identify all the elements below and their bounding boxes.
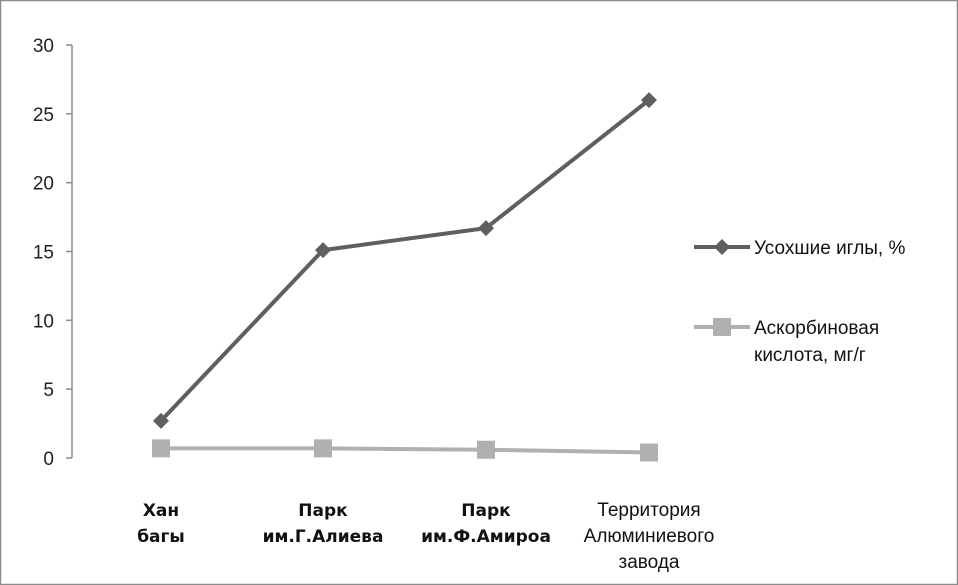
x-axis-labels: Хан багы Парк им.Г.Алиева Парк им.Ф.Амироа Тер… xyxy=(137,500,714,573)
legend-label: Усохшие иглы, % xyxy=(754,238,905,259)
x-category-label: Территория Алюминиевого завода xyxy=(584,500,715,573)
series-line xyxy=(161,446,650,455)
data-point xyxy=(641,92,657,109)
series-2 xyxy=(152,439,658,462)
legend-item-1: Усохшие иглы, % xyxy=(694,238,905,259)
y-tick-label: 5 xyxy=(43,380,54,401)
y-axis-ticks: 0 5 10 15 20 25 30 xyxy=(33,36,72,470)
y-tick-label: 30 xyxy=(33,36,54,57)
y-tick-label: 20 xyxy=(33,174,54,195)
data-point xyxy=(477,440,495,459)
x-category-label: Парк им.Ф.Амироа xyxy=(421,501,551,547)
data-point xyxy=(314,439,332,458)
y-tick-label: 10 xyxy=(33,311,54,332)
series-line xyxy=(159,98,651,423)
legend-label: Аскорбиновая кислота, мг/г xyxy=(754,318,879,366)
y-tick-label: 0 xyxy=(43,449,54,470)
legend-item-2: Аскорбиновая кислота, мг/г xyxy=(694,318,879,366)
data-point xyxy=(640,443,658,462)
data-point xyxy=(153,412,169,429)
y-tick-label: 25 xyxy=(33,105,54,126)
series-1 xyxy=(153,92,657,429)
y-tick-label: 15 xyxy=(33,243,54,264)
x-category-label: Хан багы xyxy=(137,501,185,547)
x-category-label: Парк им.Г.Алиева xyxy=(263,501,384,547)
legend: Усохшие иглы, % Аскорбиновая кислота, мг/г xyxy=(694,238,905,366)
data-point xyxy=(152,439,170,458)
data-point xyxy=(315,242,331,259)
legend-marker xyxy=(713,318,731,336)
legend-marker xyxy=(714,239,730,255)
data-point xyxy=(478,220,494,237)
series-layer xyxy=(152,92,658,462)
